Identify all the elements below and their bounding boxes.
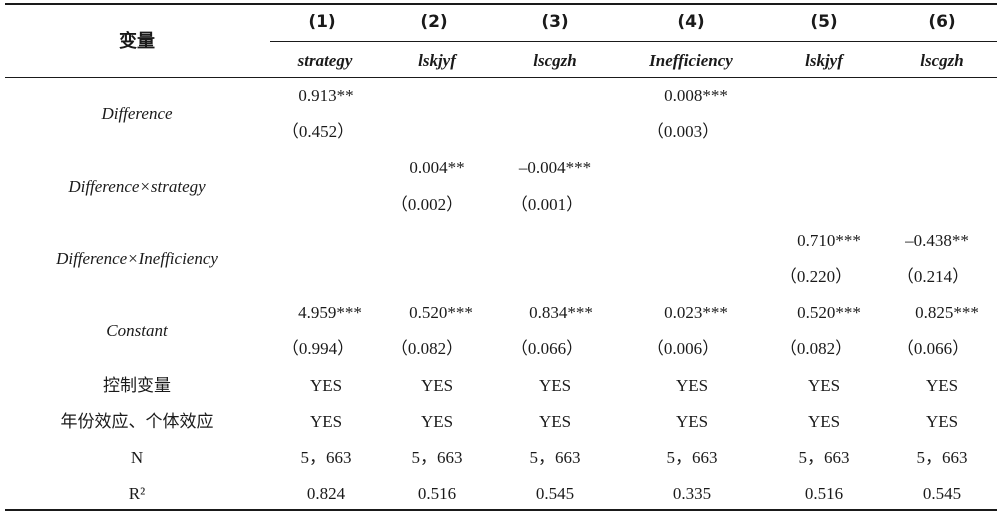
footer-cell: YES [925, 376, 959, 395]
table-top-rule [5, 3, 997, 5]
footer-cell: 0.824 [306, 484, 346, 503]
col-dependent-variable: lskjyf [418, 51, 456, 70]
se-cell: （0.002） [390, 195, 464, 214]
coef-cell: 0.520*** [797, 303, 861, 322]
se-cell: （0.452） [281, 122, 355, 141]
coef-cell: 0.520*** [409, 303, 473, 322]
header-rule [5, 77, 997, 78]
row-label-fixed-effects: 年份效应、个体效应 [60, 412, 214, 432]
footer-cell: YES [420, 412, 454, 431]
coef-cell: –0.004*** [518, 158, 592, 177]
row-label-difference: Difference [101, 104, 173, 123]
col-dependent-variable: Inefficiency [649, 51, 733, 70]
footer-cell: YES [807, 376, 841, 395]
coef-cell: 0.008*** [664, 86, 728, 105]
footer-cell: 0.545 [535, 484, 575, 503]
footer-cell: YES [675, 376, 709, 395]
coef-cell: 0.825*** [915, 303, 979, 322]
col-number: (5) [810, 12, 838, 32]
coef-cell: 0.710*** [797, 231, 861, 250]
footer-cell: 0.545 [922, 484, 962, 503]
footer-cell: YES [675, 412, 709, 431]
coef-cell: 4.959*** [298, 303, 362, 322]
col-dependent-variable: lskjyf [805, 51, 843, 70]
row-label-constant: Constant [106, 321, 168, 340]
footer-cell: YES [807, 412, 841, 431]
row-label-difference-inefficiency: Difference×Inefficiency [56, 249, 218, 268]
col-dependent-variable: lscgzh [533, 51, 577, 70]
col-dependent-variable: lscgzh [920, 51, 964, 70]
footer-cell: 0.516 [804, 484, 844, 503]
se-cell: （0.082） [779, 339, 853, 358]
footer-cell: 0.516 [417, 484, 457, 503]
row-label-controls: 控制变量 [103, 376, 171, 396]
footer-cell: YES [309, 376, 343, 395]
footer-cell: YES [925, 412, 959, 431]
row-label-r-squared: R² [128, 484, 146, 503]
se-cell: （0.001） [510, 195, 584, 214]
coef-cell: 0.834*** [529, 303, 593, 322]
footer-cell: 5，663 [529, 448, 581, 467]
row-label-difference-strategy: Difference×strategy [68, 177, 206, 196]
se-cell: （0.066） [510, 339, 584, 358]
footer-cell: 5，663 [411, 448, 463, 467]
variable-header: 变量 [119, 31, 155, 52]
se-cell: （0.220） [779, 267, 853, 286]
table-bottom-rule [5, 509, 997, 511]
se-cell: （0.994） [281, 339, 355, 358]
row-label-n: N [130, 448, 144, 467]
se-cell: （0.066） [896, 339, 970, 358]
col-number: (2) [420, 12, 448, 32]
footer-cell: YES [420, 376, 454, 395]
se-cell: （0.003） [646, 122, 720, 141]
coef-cell: 0.004** [409, 158, 465, 177]
header-sub-rule [270, 41, 997, 42]
se-cell: （0.214） [896, 267, 970, 286]
coef-cell: –0.438** [905, 231, 969, 250]
footer-cell: 5，663 [798, 448, 850, 467]
col-number: (6) [928, 12, 956, 32]
footer-cell: 5，663 [916, 448, 968, 467]
footer-cell: 5，663 [300, 448, 352, 467]
coef-cell: 0.023*** [664, 303, 728, 322]
se-cell: （0.006） [646, 339, 720, 358]
footer-cell: 0.335 [672, 484, 712, 503]
coef-cell: 0.913** [298, 86, 354, 105]
footer-cell: YES [538, 412, 572, 431]
footer-cell: YES [538, 376, 572, 395]
col-number: (1) [308, 12, 336, 32]
footer-cell: YES [309, 412, 343, 431]
se-cell: （0.082） [390, 339, 464, 358]
col-number: (3) [541, 12, 569, 32]
col-number: (4) [677, 12, 705, 32]
footer-cell: 5，663 [666, 448, 718, 467]
col-dependent-variable: strategy [297, 51, 353, 70]
